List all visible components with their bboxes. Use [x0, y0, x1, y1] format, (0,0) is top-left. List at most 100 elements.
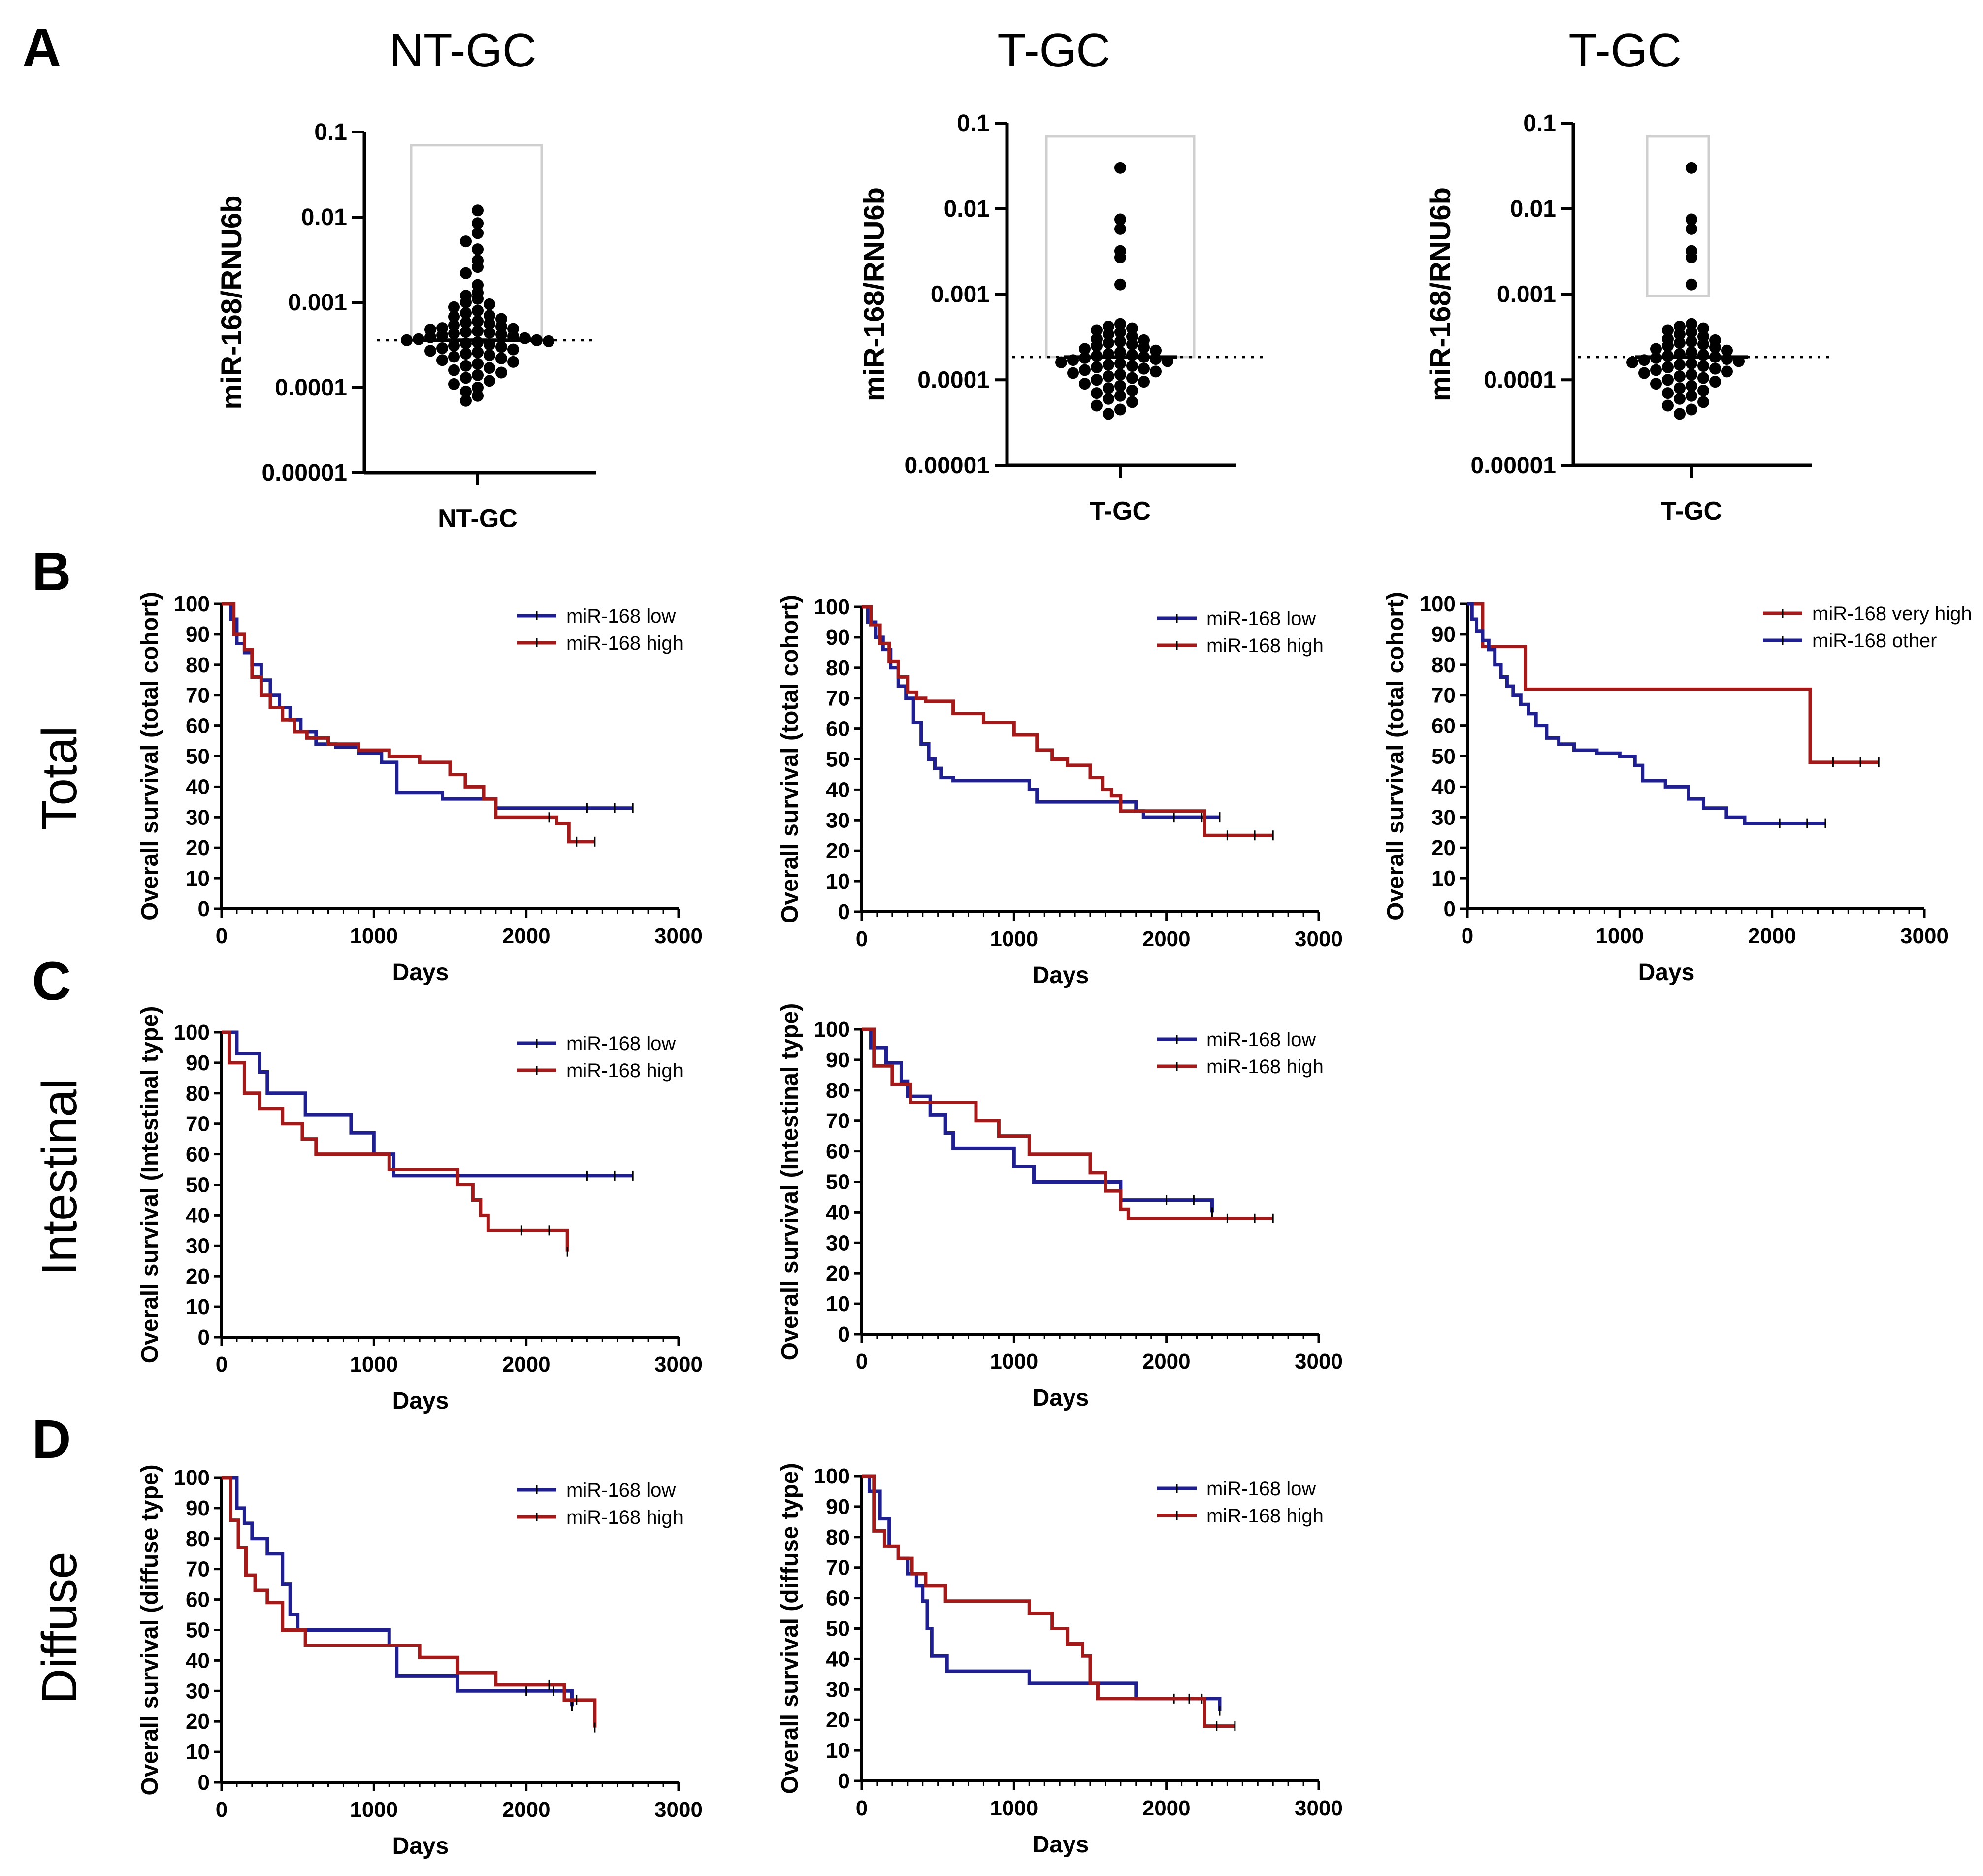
data-point — [1114, 358, 1126, 370]
data-point — [1686, 278, 1697, 291]
x-axis-label: Days — [1033, 962, 1089, 988]
y-tick-label: 40 — [186, 1648, 210, 1673]
y-tick-label: 60 — [826, 717, 850, 741]
data-point — [1126, 322, 1138, 334]
y-tick-label: 0.00001 — [261, 460, 347, 486]
row-label-total: Total — [32, 726, 87, 830]
y-tick-label: 40 — [826, 1200, 850, 1224]
km-curve — [222, 602, 595, 844]
y-tick-label: 50 — [826, 748, 850, 772]
row-label-diffuse: Diffuse — [32, 1551, 87, 1704]
y-axis-label: Overall survival (total cohort) — [777, 595, 803, 923]
panel-label-c: C — [32, 951, 71, 1012]
x-tick-label: 0 — [856, 1796, 868, 1820]
y-tick-label: 90 — [826, 1495, 850, 1519]
legend-label: miR-168 low — [1206, 1029, 1316, 1051]
data-point — [1674, 359, 1686, 371]
data-point — [1103, 370, 1114, 383]
x-tick-label: 3000 — [1295, 1349, 1343, 1374]
y-tick-label: 100 — [174, 592, 210, 616]
data-point — [460, 360, 472, 372]
data-point — [1103, 382, 1114, 395]
data-point — [460, 296, 472, 308]
data-point — [484, 318, 495, 330]
data-point — [1709, 376, 1721, 388]
data-point — [472, 346, 484, 359]
y-tick-label: 20 — [186, 1710, 210, 1734]
data-point — [472, 315, 484, 328]
x-axis-label: NT-GC — [438, 504, 518, 533]
km-curve — [862, 1474, 1235, 1728]
y-axis-label: Overall survival (Intestinal type) — [777, 1003, 803, 1361]
x-axis-label: Days — [1033, 1385, 1089, 1411]
y-tick-label: 0.001 — [1497, 282, 1556, 308]
y-axis-label: miR-168/RNU6b — [216, 195, 248, 409]
chart-a3: 0.1 0.01 0.001 0.0001 0.00001 miR-168/RNU6b T-… — [1425, 110, 1834, 526]
data-point — [1686, 390, 1697, 402]
data-point — [1721, 353, 1733, 365]
data-point — [1126, 384, 1138, 396]
y-tick-label: 90 — [186, 1496, 210, 1520]
data-point — [1055, 356, 1067, 368]
data-point — [1709, 362, 1721, 375]
data-point — [1697, 338, 1709, 351]
y-tick-label: 0.0001 — [1484, 367, 1556, 393]
y-tick-label: 20 — [1431, 836, 1456, 860]
data-point — [1686, 335, 1697, 348]
data-point — [1650, 343, 1662, 355]
data-point — [1721, 344, 1733, 357]
data-point — [495, 329, 507, 341]
data-point — [1674, 370, 1686, 383]
y-tick-label: 0.01 — [301, 204, 347, 230]
data-point — [1662, 340, 1674, 352]
x-tick-label: 3000 — [654, 1798, 703, 1822]
data-point — [401, 334, 413, 346]
data-point — [1067, 367, 1079, 379]
data-point — [448, 328, 460, 340]
legend-label: miR-168 high — [566, 632, 683, 654]
data-point — [495, 341, 507, 353]
data-point — [1114, 368, 1126, 381]
x-tick-label: 0 — [856, 1349, 868, 1374]
km-curve — [862, 1027, 1214, 1213]
highlight-box — [1646, 135, 1710, 297]
data-point — [472, 227, 484, 239]
data-point — [484, 298, 495, 310]
data-point — [1114, 390, 1126, 402]
data-point — [1091, 374, 1103, 386]
data-point — [1686, 380, 1697, 392]
data-point — [1103, 328, 1114, 340]
y-tick-label: 80 — [826, 1525, 850, 1549]
data-point — [413, 333, 424, 345]
legend-label: miR-168 low — [1206, 608, 1316, 629]
y-tick-label: 0.0001 — [917, 367, 990, 393]
data-point — [448, 310, 460, 323]
y-tick-label: 30 — [826, 1678, 850, 1702]
data-point — [460, 307, 472, 319]
data-point — [1697, 384, 1709, 396]
data-point — [1103, 359, 1114, 371]
y-tick-label: 100 — [1420, 592, 1456, 616]
data-point — [448, 339, 460, 352]
y-tick-label: 80 — [186, 653, 210, 677]
data-point — [1114, 380, 1126, 392]
data-point — [1686, 358, 1697, 370]
panel-label-d: D — [32, 1409, 71, 1470]
data-point — [1126, 372, 1138, 384]
y-tick-label: 10 — [826, 1739, 850, 1763]
data-point — [1114, 251, 1126, 263]
data-point — [460, 235, 472, 248]
data-point — [460, 372, 472, 384]
legend-label: miR-168 high — [1206, 635, 1324, 657]
km-curve — [862, 605, 1220, 819]
y-tick-label: 50 — [826, 1170, 850, 1194]
panel-label-a: A — [22, 18, 61, 78]
data-point — [1138, 376, 1150, 388]
y-tick-label: 0.1 — [957, 110, 990, 136]
data-point — [1674, 408, 1686, 420]
row-label-intestinal: Intestinal — [32, 1079, 87, 1276]
legend-label: miR-168 low — [566, 1033, 676, 1054]
